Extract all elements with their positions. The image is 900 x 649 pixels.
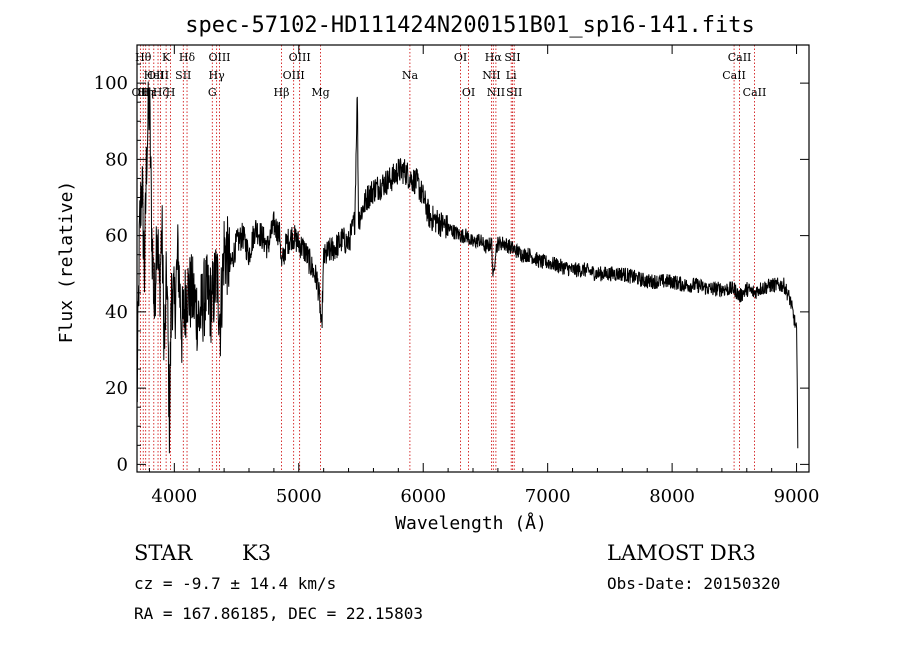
- line-marker-label-11: G: [208, 86, 217, 99]
- object-class: STAR: [134, 541, 193, 565]
- x-tick-label-1: 5000: [276, 486, 322, 507]
- line-marker-label-27: CaII: [722, 69, 746, 82]
- line-marker-label-4: HeI: [144, 69, 164, 82]
- x-axis-ticks: 4000 5000 6000 7000 8000 9000: [148, 45, 820, 507]
- y-tick-label-4: 80: [105, 149, 128, 170]
- line-marker-label-17: Mg: [311, 86, 329, 99]
- line-marker-label-29: CaII: [743, 86, 767, 99]
- y-tick-label-3: 60: [105, 226, 128, 247]
- x-tick-label-3: 7000: [525, 486, 571, 507]
- line-marker-labels: OIIHθHηHεHeIOIIIHζKHSIIHδGHγOIIIHβOIIIOI…: [132, 51, 767, 99]
- line-marker-label-25: SII: [504, 51, 520, 64]
- line-marker-label-28: CaII: [728, 51, 752, 64]
- x-tick-label-0: 4000: [151, 486, 197, 507]
- plot-area: [136, 81, 799, 454]
- line-marker-label-24: Li: [506, 69, 517, 82]
- line-marker-label-13: OIII: [208, 51, 230, 64]
- spectrum-line: [136, 81, 799, 454]
- line-marker-label-1: Hθ: [135, 51, 152, 64]
- line-marker-label-18: Na: [402, 69, 419, 82]
- line-marker-label-10: Hδ: [179, 51, 196, 64]
- line-marker-label-12: Hγ: [209, 69, 226, 82]
- redshift-info: cz = -9.7 ± 14.4 km/s: [134, 574, 336, 593]
- object-subclass: K3: [242, 541, 271, 565]
- y-tick-label-0: 0: [117, 454, 128, 475]
- line-marker-label-20: OI: [462, 86, 475, 99]
- line-marker-label-6: Hζ: [153, 86, 169, 99]
- line-marker-label-7: K: [162, 51, 171, 64]
- x-tick-label-5: 9000: [774, 486, 820, 507]
- observation-date: Obs-Date: 20150320: [607, 574, 780, 593]
- line-marker-label-21: NII: [482, 69, 500, 82]
- x-tick-label-2: 6000: [400, 486, 446, 507]
- y-tick-label-5: 100: [94, 73, 128, 94]
- y-axis-ticks: 0 20 40 60 80 100: [94, 63, 809, 475]
- line-marker-label-0: OII: [132, 86, 150, 99]
- line-marker-label-16: OIII: [289, 51, 311, 64]
- y-axis-label: Flux (relative): [56, 181, 77, 344]
- survey-name: LAMOST DR3: [607, 541, 756, 565]
- line-marker-label-26: SII: [506, 86, 522, 99]
- line-marker-label-15: OIII: [283, 69, 305, 82]
- line-marker-label-19: OI: [454, 51, 467, 64]
- line-marker-label-9: SII: [175, 69, 191, 82]
- line-marker-label-22: Hα: [485, 51, 503, 64]
- y-tick-label-1: 20: [105, 378, 128, 399]
- plot-frame: [136, 44, 810, 473]
- x-axis-label: Wavelength (Å): [395, 512, 547, 534]
- coordinates-info: RA = 167.86185, DEC = 22.15803: [134, 604, 423, 623]
- line-marker-label-23: NII: [487, 86, 505, 99]
- line-marker-label-14: Hβ: [274, 86, 290, 99]
- line-marker-label-8: H: [166, 86, 176, 99]
- line-marker-label-5: OIII: [147, 69, 169, 82]
- y-tick-label-2: 40: [105, 302, 128, 323]
- chart-title: spec-57102-HD111424N200151B01_sp16-141.f…: [185, 13, 755, 38]
- x-tick-label-4: 8000: [649, 486, 695, 507]
